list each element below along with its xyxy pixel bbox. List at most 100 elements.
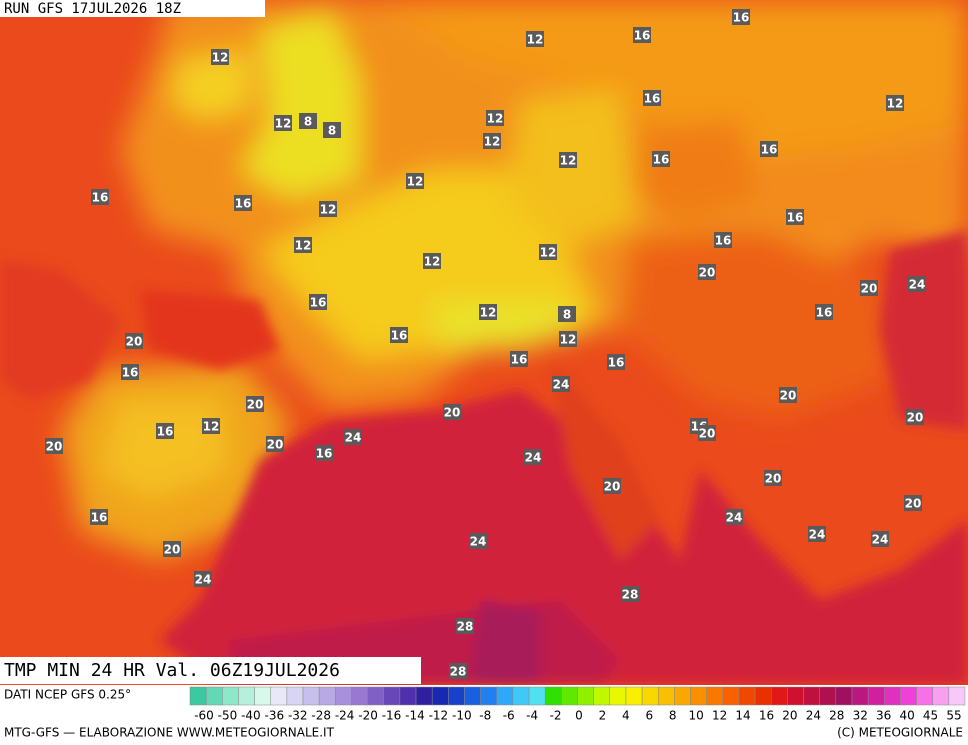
label-box xyxy=(390,327,408,343)
label-box xyxy=(732,9,750,25)
map-label: 16 xyxy=(157,425,174,439)
map-label: 28 xyxy=(457,620,474,634)
map-label: 16 xyxy=(644,92,661,106)
legend-swatch xyxy=(867,686,885,706)
legend-swatch xyxy=(448,686,465,706)
legend-tick-label: -12 xyxy=(429,709,449,723)
label-box xyxy=(526,31,544,47)
legend-swatch xyxy=(916,686,933,706)
map-label: 12 xyxy=(275,117,292,131)
legend-swatch xyxy=(706,686,724,706)
legend-tick-label: 12 xyxy=(712,709,727,723)
legend-tick-label: 28 xyxy=(829,709,844,723)
legend-tick-label: -14 xyxy=(405,709,425,723)
label-box xyxy=(643,90,661,106)
label-box xyxy=(319,201,337,217)
label-box xyxy=(908,276,926,292)
legend-swatch xyxy=(544,686,562,706)
label-box xyxy=(652,151,670,167)
map-label: 12 xyxy=(480,306,497,320)
label-box xyxy=(906,409,924,425)
label-box xyxy=(559,331,577,347)
label-box xyxy=(91,189,109,205)
map-label: 20 xyxy=(164,543,181,557)
label-box xyxy=(194,571,212,587)
label-box xyxy=(559,152,577,168)
label-box xyxy=(456,618,474,634)
label-box xyxy=(725,509,743,525)
map-label: 20 xyxy=(126,335,143,349)
legend-swatch xyxy=(367,686,384,706)
map-label: 8 xyxy=(563,308,571,322)
legend-tick-label: 36 xyxy=(876,709,891,723)
legend-swatch xyxy=(787,686,804,706)
label-box xyxy=(323,122,341,138)
map-label: 12 xyxy=(320,203,337,217)
legend-swatch xyxy=(690,686,707,706)
title-box xyxy=(0,657,421,684)
map-label: 12 xyxy=(484,135,501,149)
legend-tick-label: -60 xyxy=(194,709,214,723)
legend-tick-label: 45 xyxy=(923,709,938,723)
label-box xyxy=(443,404,461,420)
legend-tick-label: 55 xyxy=(946,709,961,723)
legend-swatch xyxy=(609,686,627,706)
legend-swatch xyxy=(722,686,740,706)
label-box xyxy=(125,333,143,349)
legend-swatch xyxy=(415,686,433,706)
label-box xyxy=(886,95,904,111)
map-label: 24 xyxy=(470,535,487,549)
legend-swatch xyxy=(528,686,546,706)
legend-tick-label: 2 xyxy=(599,709,607,723)
legend-tick-label: -6 xyxy=(503,709,515,723)
run-label: RUN GFS 17JUL2026 18Z xyxy=(4,1,181,17)
map-label: 8 xyxy=(304,115,312,129)
label-box xyxy=(539,244,557,260)
legend-tick-label: 20 xyxy=(782,709,797,723)
label-box xyxy=(904,495,922,511)
map-label: 12 xyxy=(424,255,441,269)
map-label: 12 xyxy=(212,51,229,65)
map-label: 12 xyxy=(487,112,504,126)
legend-tick-label: 6 xyxy=(645,709,653,723)
label-box xyxy=(860,280,878,296)
map-label: 20 xyxy=(604,480,621,494)
source-label: DATI NCEP GFS 0.25° xyxy=(4,688,131,702)
label-box xyxy=(786,209,804,225)
map-label: 16 xyxy=(122,366,139,380)
legend-swatch xyxy=(335,686,352,706)
legend-swatch xyxy=(270,686,288,706)
map-label: 24 xyxy=(809,528,826,542)
map-label: 20 xyxy=(861,282,878,296)
label-box xyxy=(479,304,497,320)
legend-tick-label: -8 xyxy=(479,709,491,723)
label-box xyxy=(871,531,889,547)
label-box xyxy=(469,533,487,549)
legend-tick-label: 4 xyxy=(622,709,630,723)
legend-swatch xyxy=(803,686,820,706)
legend-tick-label: -20 xyxy=(358,709,378,723)
map-title: TMP MIN 24 HR Val. 06Z19JUL2026 xyxy=(4,660,340,681)
legend-swatch xyxy=(464,686,481,706)
map-label: 16 xyxy=(761,143,778,157)
label-box xyxy=(266,436,284,452)
legend-swatch xyxy=(819,686,837,706)
legend-swatch xyxy=(900,686,917,706)
label-box xyxy=(633,27,651,43)
map-label: 12 xyxy=(295,239,312,253)
legend-swatch xyxy=(948,686,966,706)
map-label: 16 xyxy=(608,356,625,370)
legend-swatch xyxy=(851,686,869,706)
legend-tick-label: -2 xyxy=(550,709,562,723)
legend-swatch xyxy=(480,686,498,706)
map-label: 20 xyxy=(765,472,782,486)
map-label: 24 xyxy=(345,431,362,445)
label-box xyxy=(234,195,252,211)
legend-swatch xyxy=(431,686,449,706)
label-box xyxy=(764,470,782,486)
legend-swatch xyxy=(238,686,255,706)
label-box xyxy=(423,253,441,269)
legend-tick-label: -32 xyxy=(288,709,308,723)
map-label: 12 xyxy=(560,333,577,347)
label-box xyxy=(309,294,327,310)
